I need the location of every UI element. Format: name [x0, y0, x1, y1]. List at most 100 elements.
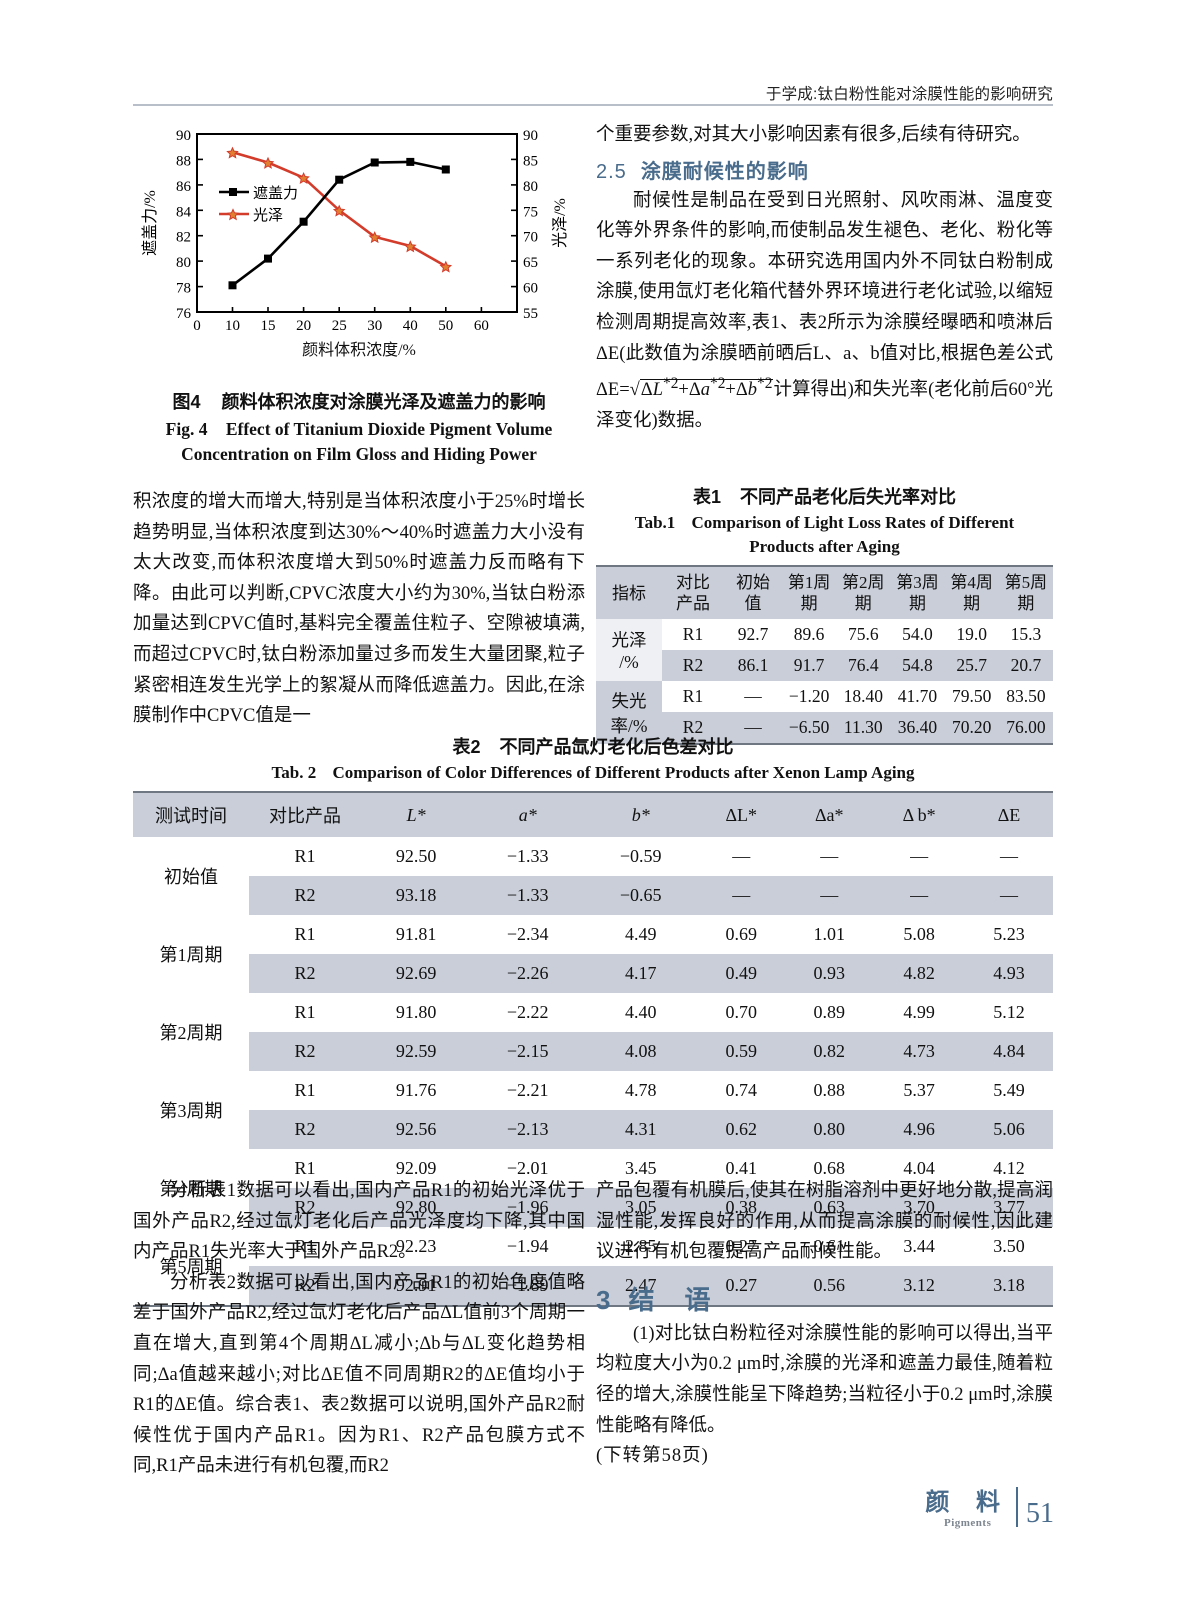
- svg-text:84: 84: [176, 204, 192, 220]
- table2-r0-0-c3: —: [697, 837, 786, 876]
- table1-r3c3: −6.50: [782, 712, 837, 745]
- color-difference-formula: √ΔL*2+Δa*2+Δb*2: [629, 375, 774, 401]
- table2-r2-1-c6: 4.84: [965, 1032, 1053, 1071]
- table2-r5-1-c6: 3.18: [965, 1266, 1053, 1307]
- table2-r5-1-c5: 3.12: [873, 1266, 966, 1307]
- table2-r4-0-c2: 3.45: [584, 1149, 698, 1188]
- journal-name-en: Pigments: [943, 1517, 992, 1529]
- table1-r1c3: 91.7: [782, 650, 837, 681]
- table2-r5-0-c4: 0.61: [785, 1227, 874, 1266]
- table1-r3c7: 76.00: [998, 712, 1053, 745]
- table2-r0-1-c5: —: [873, 876, 966, 915]
- table2-r4-0-c1: −2.01: [471, 1149, 585, 1188]
- table2-r2-0-c2: 4.40: [584, 993, 698, 1032]
- section-heading-2-5: 2.5 涂膜耐候性的影响: [596, 155, 1053, 184]
- table2-r3-0-product: R1: [249, 1071, 361, 1110]
- table2-r0-1-c4: —: [785, 876, 874, 915]
- table2-r5-0-c3: 0.27: [697, 1227, 786, 1266]
- table2-r2-1-c4: 0.82: [785, 1032, 874, 1071]
- section-title: 涂膜耐候性的影响: [640, 160, 809, 183]
- table2-r1-0-product: R1: [249, 915, 361, 954]
- table2-r1-1-c1: −2.26: [471, 954, 585, 993]
- table2-r1-1-c0: 92.69: [361, 954, 472, 993]
- chart-x-axis-title: 颜料体积浓度/%: [302, 342, 416, 359]
- table1-r0c2: 92.7: [724, 619, 782, 650]
- table2-r3-1-c3: 0.62: [697, 1110, 786, 1149]
- table2-r5-0-c1: −1.94: [471, 1227, 585, 1266]
- table2-stub-4: 第4周期: [133, 1149, 249, 1227]
- table2-r0-0-c0: 92.50: [361, 837, 472, 876]
- table-row: 初始值 R1 92.50 −1.33 −0.59— — — —: [133, 837, 1053, 915]
- table2-r5-1-c4: 0.56: [785, 1266, 874, 1307]
- svg-text:86: 86: [176, 179, 192, 195]
- table2-stub-3: 第3周期: [133, 1071, 249, 1149]
- table2-r0-0-c6: —: [965, 837, 1053, 876]
- table2-r3-0-c4: 0.88: [785, 1071, 874, 1110]
- svg-text:30: 30: [367, 318, 382, 334]
- table1-r2c5: 41.70: [890, 681, 945, 712]
- svg-text:遮盖力: 遮盖力: [253, 185, 298, 202]
- table2-r1-1-c4: 0.93: [785, 954, 874, 993]
- svg-text:10: 10: [225, 318, 240, 334]
- table1-r2c4: 18.40: [836, 681, 891, 712]
- table1-r2c3: −1.20: [782, 681, 837, 712]
- table2-r0-1-c2: −0.65: [584, 876, 698, 915]
- table2-caption-cn: 不同产品氙灯老化后色差对比: [499, 737, 734, 757]
- table-row: 指标 对比 产品 初始值 第1周期 第2周期 第3周期 第4周期 第5周期: [596, 565, 1053, 619]
- svg-text:70: 70: [523, 230, 538, 246]
- table2-th-6: Δa*: [785, 791, 874, 837]
- table2-r1-0-c0: 91.81: [361, 915, 472, 954]
- table2-stub-1: 第1周期: [133, 915, 249, 993]
- table2-r4-0-c5: 4.04: [873, 1149, 966, 1188]
- table2-r3-1-c0: 92.56: [361, 1110, 472, 1149]
- table2: 测试时间 对比产品 L* a* b* ΔL* Δa* Δ b* ΔE 初始值 R1…: [133, 791, 1053, 1307]
- table1-th-3: 第1周期: [782, 565, 837, 619]
- svg-text:25: 25: [332, 318, 347, 334]
- table2-r0-0-c5: —: [873, 837, 966, 876]
- table2-r5-1-c3: 0.27: [697, 1266, 786, 1307]
- journal-name-cn: 颜 料: [925, 1489, 1010, 1516]
- svg-text:65: 65: [523, 255, 538, 271]
- table2-r4-1-c2: 3.05: [584, 1188, 698, 1227]
- table1-th-0: 指标: [596, 565, 662, 619]
- table2-r3-0-c2: 4.78: [584, 1071, 698, 1110]
- table-row: 测试时间 对比产品 L* a* b* ΔL* Δa* Δ b* ΔE: [133, 791, 1053, 837]
- svg-text:60: 60: [523, 281, 538, 297]
- table1-caption-en-label: Tab.1: [634, 513, 676, 532]
- chart-legend: 遮盖力 光泽: [219, 185, 298, 224]
- table1-caption-en-line1: Comparison of Light Loss Rates of Differ…: [691, 513, 1015, 532]
- table2-th-2: L*: [361, 791, 472, 837]
- table1-r1c1: R2: [662, 650, 724, 681]
- table1-th-6: 第4周期: [944, 565, 999, 619]
- table2-r4-1-product: R2: [249, 1188, 361, 1227]
- table2-r0-1-c6: —: [965, 876, 1053, 915]
- table1-caption-cn: 不同产品老化后失光率对比: [740, 487, 957, 507]
- table2-r5-0-c0: 92.23: [361, 1227, 472, 1266]
- left-paragraph-3: 分析表2数据可以看出,国内产品R1的初始色度值略差于国外产品R2,经过氙灯老化后…: [133, 1272, 585, 1477]
- table1-r3c4: 11.30: [836, 712, 891, 745]
- table2-th-0: 测试时间: [133, 791, 249, 837]
- table2-r3-1-c4: 0.80: [785, 1110, 874, 1149]
- table1-caption-en-line2: Products after Aging: [749, 537, 900, 556]
- table2-r3-1-c6: 5.06: [965, 1110, 1053, 1149]
- table1-r0c4: 75.6: [836, 619, 891, 650]
- svg-text:75: 75: [523, 204, 538, 220]
- table2-r4-0-c0: 92.09: [361, 1149, 472, 1188]
- table2-r1-0-c3: 0.69: [697, 915, 786, 954]
- table2-header: 测试时间 对比产品 L* a* b* ΔL* Δa* Δ b* ΔE: [133, 791, 1053, 837]
- table2-th-8: ΔE: [965, 791, 1053, 837]
- table2-r2-1-c5: 4.73: [873, 1032, 966, 1071]
- table1-body: 光泽/% R1 92.7 89.6 75.6 54.0 19.0 15.3 R2…: [596, 619, 1053, 745]
- table1-r1c5: 54.8: [890, 650, 945, 681]
- table2-r0-1-c3: —: [697, 876, 786, 915]
- table2-r0-1-c0: 93.18: [361, 876, 472, 915]
- table2-r3-0-c1: −2.21: [471, 1071, 585, 1110]
- svg-text:20: 20: [296, 318, 311, 334]
- page-number: 51: [1026, 1498, 1054, 1529]
- table1-r1c7: 20.7: [998, 650, 1053, 681]
- table2-r0-1-c1: −1.33: [471, 876, 585, 915]
- table2-block: 表2 不同产品氙灯老化后色差对比 Tab. 2 Comparison of Co…: [133, 733, 1053, 1307]
- figure-caption-cn: 颜料体积浓度对涂膜光泽及遮盖力的影响: [221, 392, 546, 412]
- chart-svg: 90 88 86 84 82 80 78 76 90 85 80 75 70 6…: [141, 128, 569, 334]
- table2-th-1: 对比产品: [249, 791, 361, 837]
